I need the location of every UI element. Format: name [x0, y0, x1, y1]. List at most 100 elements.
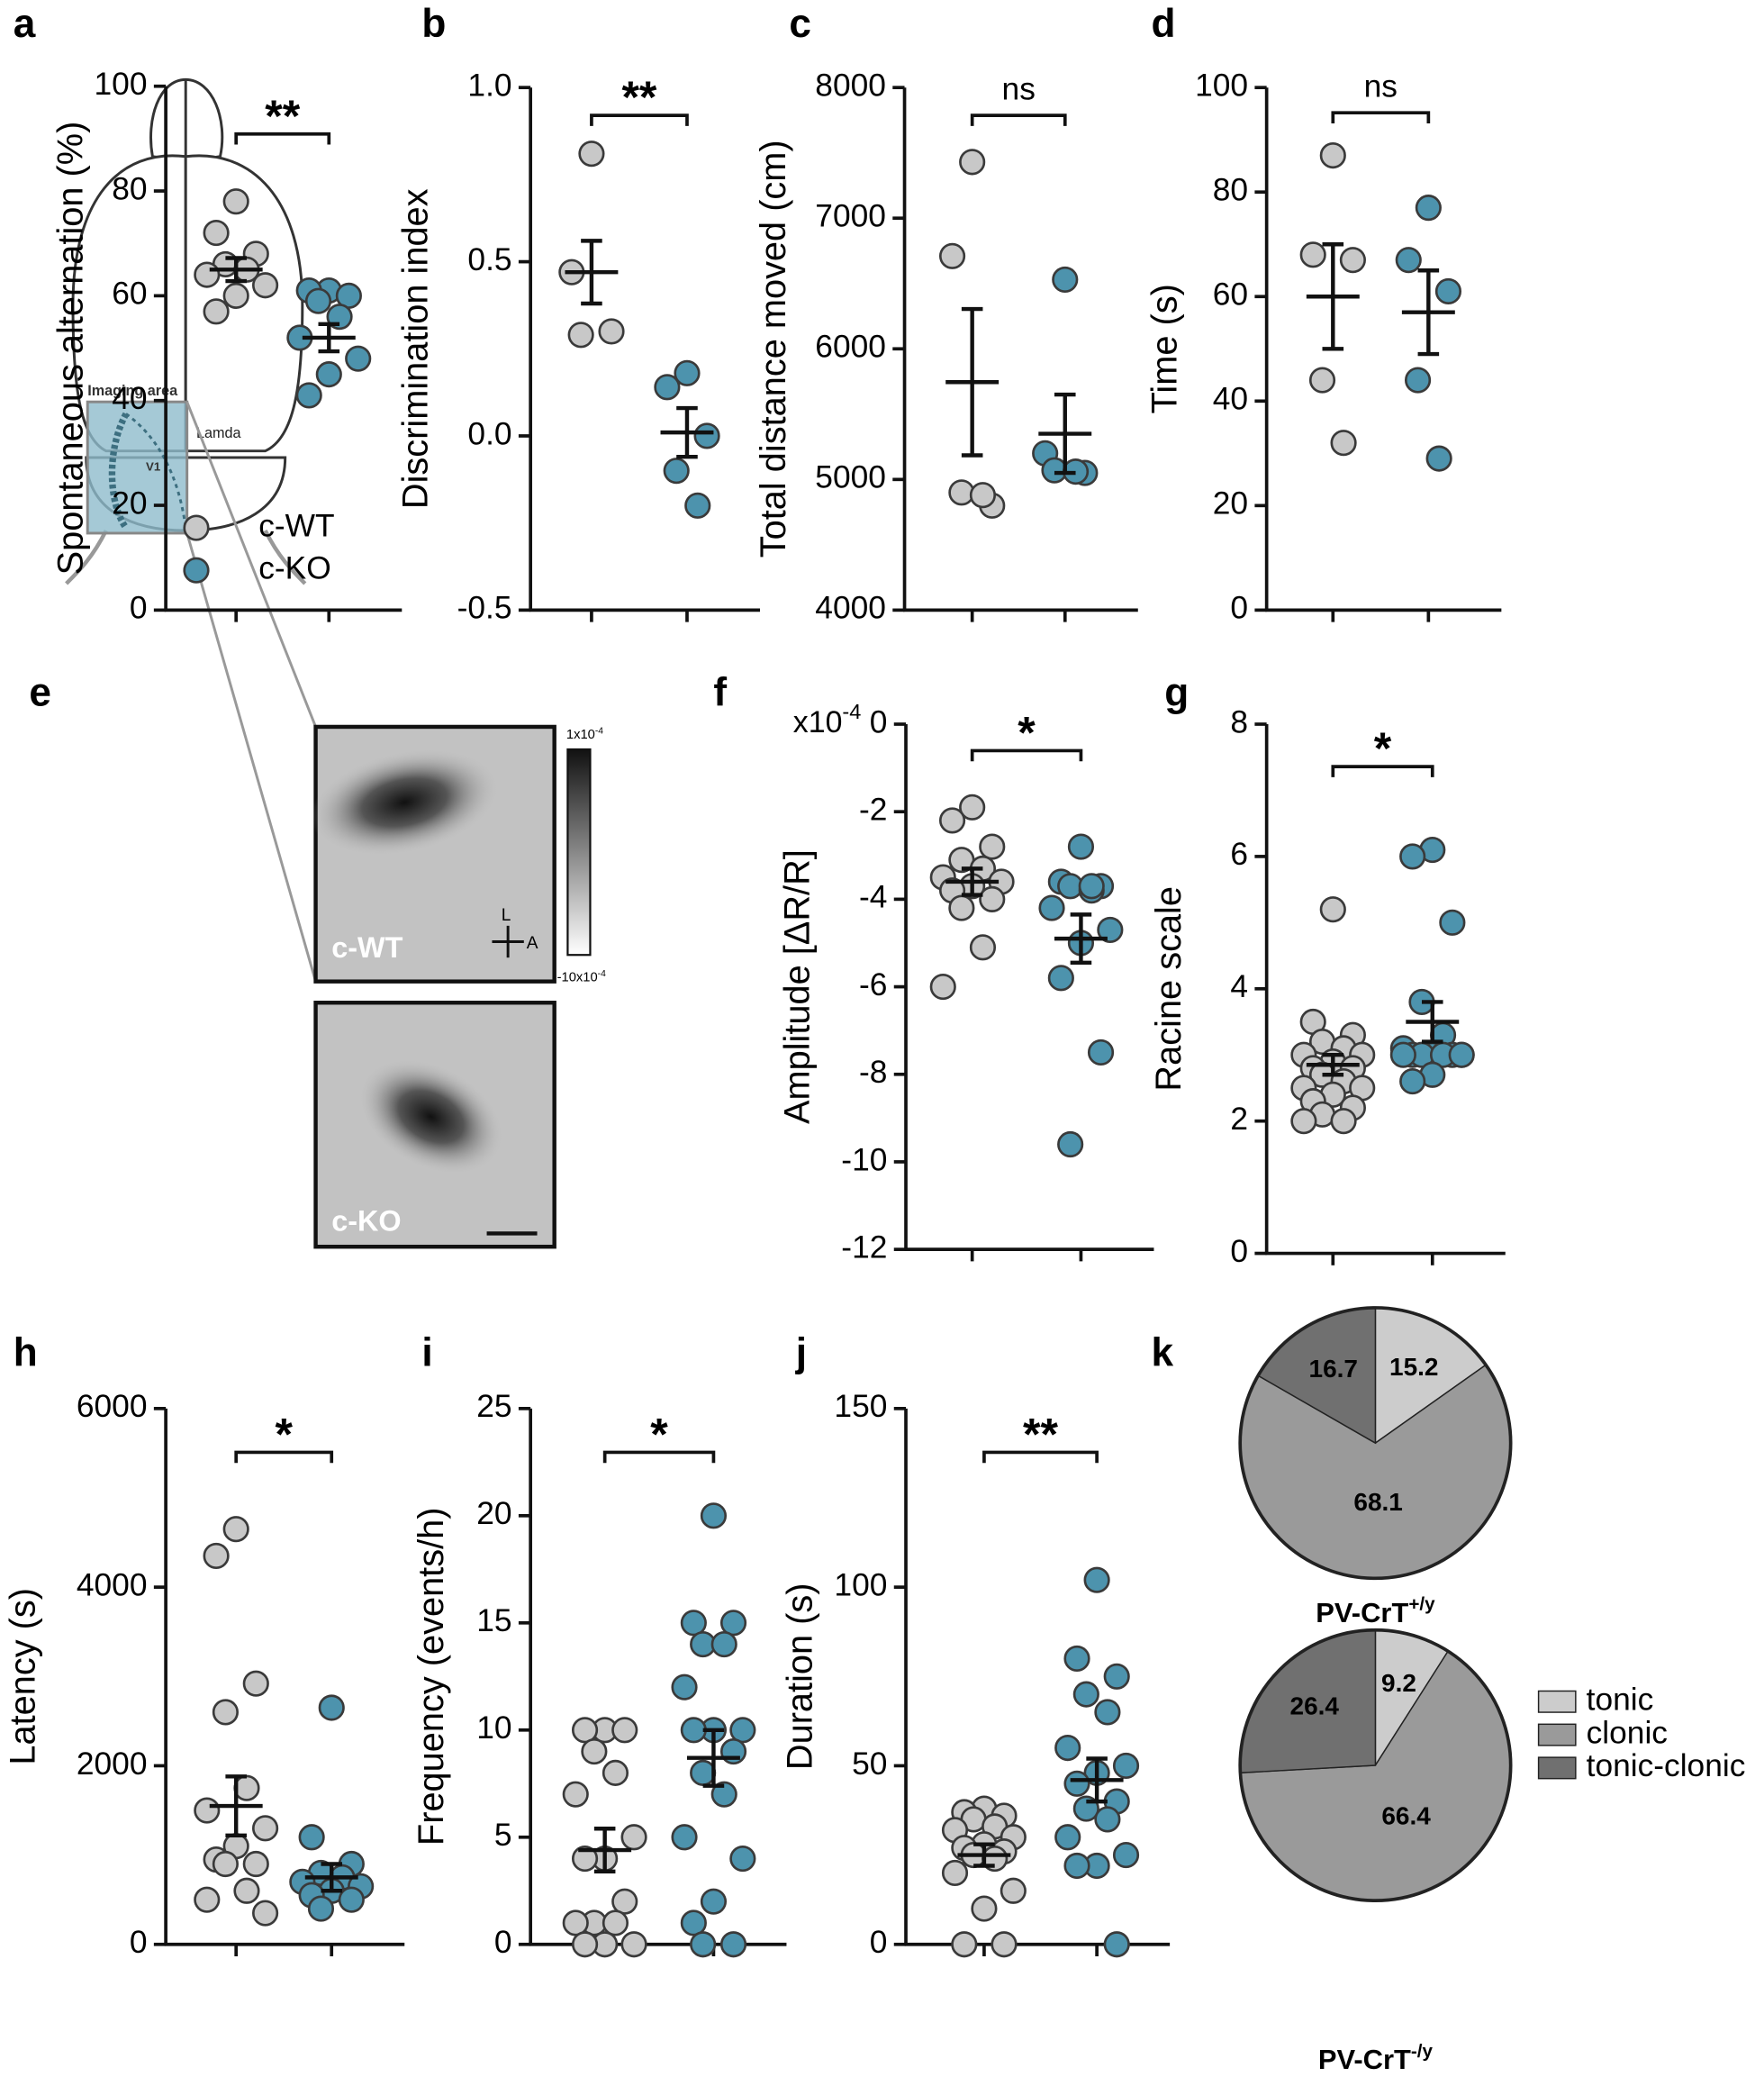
data-point — [1063, 1852, 1090, 1880]
data-point — [298, 1824, 325, 1851]
y-axis-label: Frequency (events/h) — [412, 1508, 451, 1846]
y-tick-label: -0.5 — [457, 591, 512, 626]
data-point — [571, 1845, 599, 1873]
y-tick-label: 20 — [1213, 486, 1248, 522]
data-point — [212, 1699, 239, 1726]
data-point — [1054, 1735, 1081, 1762]
y-tick-label: -2 — [859, 793, 887, 828]
data-point — [212, 1850, 239, 1878]
significance-label: * — [650, 1409, 668, 1459]
data-point — [1094, 1806, 1121, 1833]
data-point — [1439, 909, 1466, 936]
y-axis-label: Amplitude [ΔR/R] — [777, 849, 817, 1124]
data-point — [690, 1931, 717, 1958]
y-tick-label: 0.0 — [467, 416, 511, 451]
data-point — [710, 1631, 737, 1658]
data-point — [1094, 1699, 1121, 1726]
y-tick-label: 4 — [1230, 969, 1248, 1004]
data-point — [578, 141, 605, 168]
y-tick-label: 60 — [112, 277, 147, 312]
data-point — [242, 1850, 269, 1878]
data-point — [1308, 367, 1336, 394]
y-tick-label: -8 — [859, 1055, 887, 1090]
colorbar-min-sup: -4 — [598, 969, 606, 979]
data-point — [719, 1931, 747, 1958]
y-tick-label: 6 — [1230, 837, 1248, 872]
data-point — [571, 1717, 599, 1744]
significance-bracket — [590, 113, 689, 126]
significance-bracket — [602, 1450, 716, 1464]
y-tick-label: 80 — [112, 171, 147, 206]
panel-letter: i — [421, 1331, 432, 1375]
data-point — [345, 345, 372, 372]
data-point — [1448, 1041, 1475, 1068]
data-point — [562, 1781, 589, 1808]
data-point — [1399, 1068, 1426, 1095]
data-point — [611, 1717, 638, 1744]
y-tick-label: 8000 — [815, 68, 886, 104]
ko-label: c-KO — [331, 1205, 401, 1238]
pie-outline — [1238, 1628, 1513, 1902]
legend-label: c-KO — [258, 551, 330, 586]
data-point — [598, 318, 625, 345]
significance-label: * — [1374, 723, 1392, 774]
data-point — [729, 1717, 756, 1744]
data-point — [680, 1717, 707, 1744]
significance-bracket — [1331, 765, 1434, 777]
pie-title: PV-CrT+/y — [1316, 1594, 1435, 1628]
data-point — [252, 1900, 279, 1927]
data-point — [338, 1886, 365, 1913]
data-point — [729, 1845, 756, 1873]
y-tick-label: 0 — [130, 1925, 148, 1960]
significance-bracket — [970, 113, 1067, 126]
data-point — [1319, 142, 1346, 169]
panel-letter: j — [795, 1331, 807, 1375]
significance-label: ns — [1364, 68, 1398, 104]
y-tick-label: 0 — [494, 1925, 512, 1960]
data-point — [1063, 1770, 1090, 1797]
brainstem — [65, 530, 307, 585]
legend-marker — [183, 557, 210, 584]
y-tick-label: 0.5 — [467, 242, 511, 277]
data-point — [203, 220, 230, 247]
y-tick-label: 40 — [1213, 382, 1248, 417]
data-point — [1339, 247, 1366, 274]
y-tick-label: 2 — [1230, 1102, 1248, 1137]
pie-title-text: PV-CrT — [1316, 1597, 1408, 1628]
data-point — [562, 1909, 589, 1936]
data-point — [719, 1610, 747, 1637]
data-point — [1415, 195, 1442, 222]
data-point — [991, 1931, 1018, 1958]
data-point — [1434, 277, 1462, 305]
y-tick-label: 1.0 — [467, 68, 511, 104]
data-point — [222, 188, 249, 215]
y-tick-label: 10 — [476, 1710, 511, 1746]
data-point — [318, 1694, 345, 1721]
y-axis-label: Total distance moved (cm) — [754, 140, 793, 558]
significance-label: * — [1018, 708, 1036, 758]
multiplier-sup: -4 — [842, 700, 861, 723]
data-point — [693, 422, 720, 449]
v1-label: V1 — [146, 460, 160, 474]
data-point — [1072, 1681, 1099, 1708]
data-point — [1112, 1842, 1140, 1869]
data-point — [700, 1888, 728, 1915]
pie-label: 26.4 — [1290, 1692, 1340, 1719]
data-point — [571, 1931, 599, 1958]
data-point — [194, 261, 221, 288]
colorbar-min: -10x10-4 — [557, 969, 606, 985]
data-point — [307, 1895, 335, 1922]
zoom-line — [185, 532, 317, 983]
data-point — [938, 242, 966, 269]
significance-label: ns — [1002, 71, 1036, 106]
data-point — [1290, 1108, 1317, 1135]
y-tick-label: 0 — [870, 1925, 888, 1960]
significance-label: ** — [621, 72, 656, 122]
significance-label: ** — [1023, 1409, 1058, 1459]
imaging-area — [86, 400, 189, 535]
imaging-area-label: Imaging area — [87, 383, 178, 399]
data-point — [959, 794, 986, 821]
data-point — [233, 1774, 260, 1801]
colorbar-min-text: -10x10 — [557, 971, 598, 985]
data-point — [1083, 1566, 1110, 1593]
